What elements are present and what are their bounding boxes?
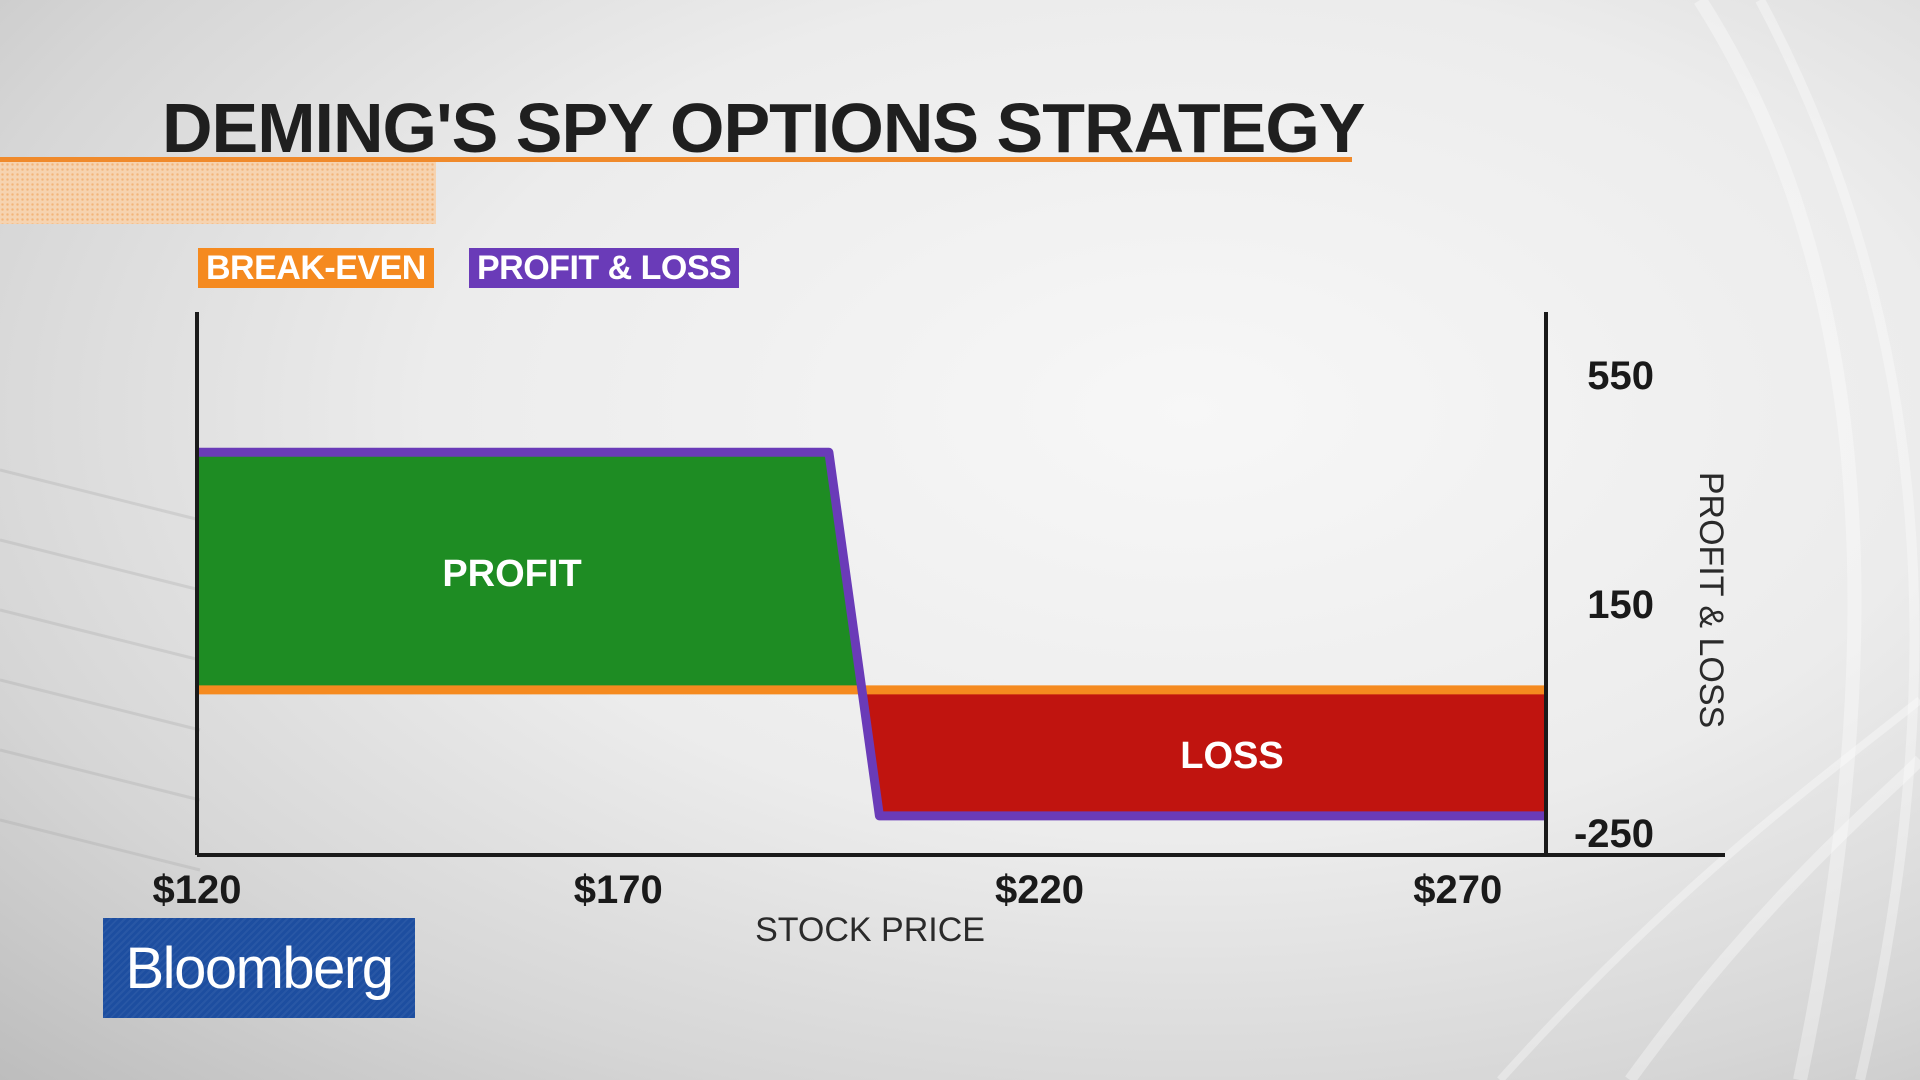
y-tick-label: -250 — [1574, 812, 1654, 856]
loss-region — [861, 689, 1545, 816]
x-tick-label: $170 — [574, 868, 663, 912]
x-tick-label: $270 — [1413, 868, 1502, 912]
y-tick-label: 150 — [1587, 583, 1654, 627]
loss-label: LOSS — [1180, 735, 1283, 777]
title-dot-pattern — [0, 162, 436, 224]
profit-label: PROFIT — [442, 553, 581, 595]
chart-title: DEMING'S SPY OPTIONS STRATEGY — [162, 89, 1365, 167]
bloomberg-logo: Bloomberg — [103, 918, 415, 1018]
title-underline — [0, 157, 1352, 162]
profit-region — [197, 452, 862, 690]
y-tick-label: 550 — [1587, 354, 1654, 398]
legend-profit-loss: PROFIT & LOSS — [469, 248, 740, 288]
x-tick-label: $120 — [153, 868, 242, 912]
legend-break-even: BREAK-EVEN — [198, 248, 434, 288]
x-tick-label: $220 — [995, 868, 1084, 912]
profit-loss-line — [197, 447, 1545, 821]
y-axis-label: PROFIT & LOSS — [1692, 472, 1730, 728]
x-axis-label: STOCK PRICE — [755, 911, 985, 949]
